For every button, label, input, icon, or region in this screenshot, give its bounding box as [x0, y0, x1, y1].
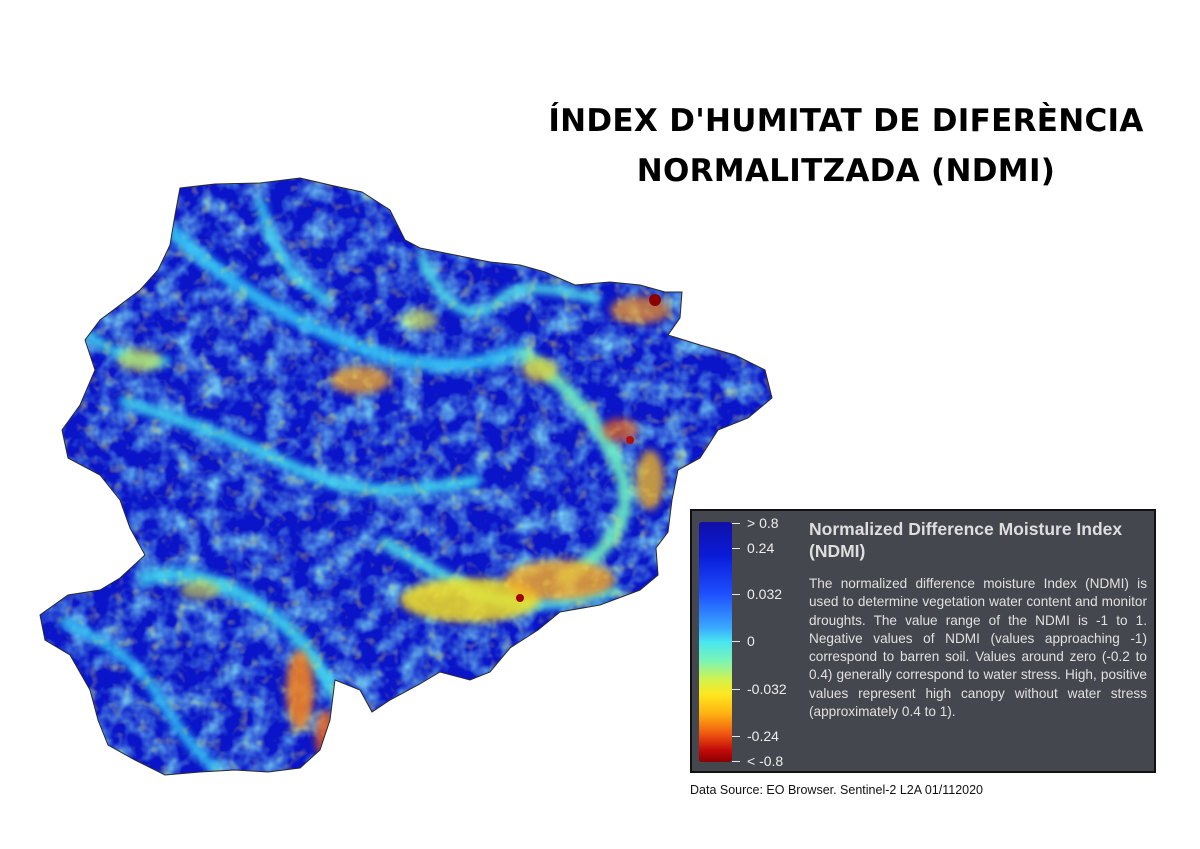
legend-panel: > 0.8 0.24 0.032 0 -0.032 -0.24 < -0.8 N… — [690, 509, 1156, 773]
legend-title: Normalized Difference Moisture Index (ND… — [809, 519, 1123, 561]
title-line-2: NORMALITZADA (NDMI) — [636, 153, 1056, 189]
legend-tick — [732, 761, 740, 762]
legend-description: The normalized difference moisture Index… — [809, 576, 1147, 720]
color-ramp — [699, 522, 732, 762]
legend-tick-label: -0.032 — [747, 681, 787, 697]
page-title: ÍNDEX D'HUMITAT DE DIFERÈNCIA NORMALITZA… — [540, 96, 1152, 196]
legend-tick-label: 0 — [747, 633, 755, 649]
data-source-note: Data Source: EO Browser. Sentinel-2 L2A … — [690, 783, 984, 797]
legend-tick-label: 0.032 — [747, 586, 783, 602]
legend-tick — [732, 594, 740, 595]
legend-tick — [732, 641, 740, 642]
legend-tick — [732, 689, 740, 690]
legend-tick-label: < -0.8 — [747, 753, 784, 769]
legend-tick — [732, 736, 740, 737]
title-line-1: ÍNDEX D'HUMITAT DE DIFERÈNCIA — [548, 103, 1144, 139]
legend-tick — [732, 548, 740, 549]
legend-tick-label: > 0.8 — [747, 515, 779, 531]
legend-tick — [732, 523, 740, 524]
legend-tick-label: -0.24 — [747, 728, 779, 744]
legend-tick-label: 0.24 — [747, 540, 775, 556]
